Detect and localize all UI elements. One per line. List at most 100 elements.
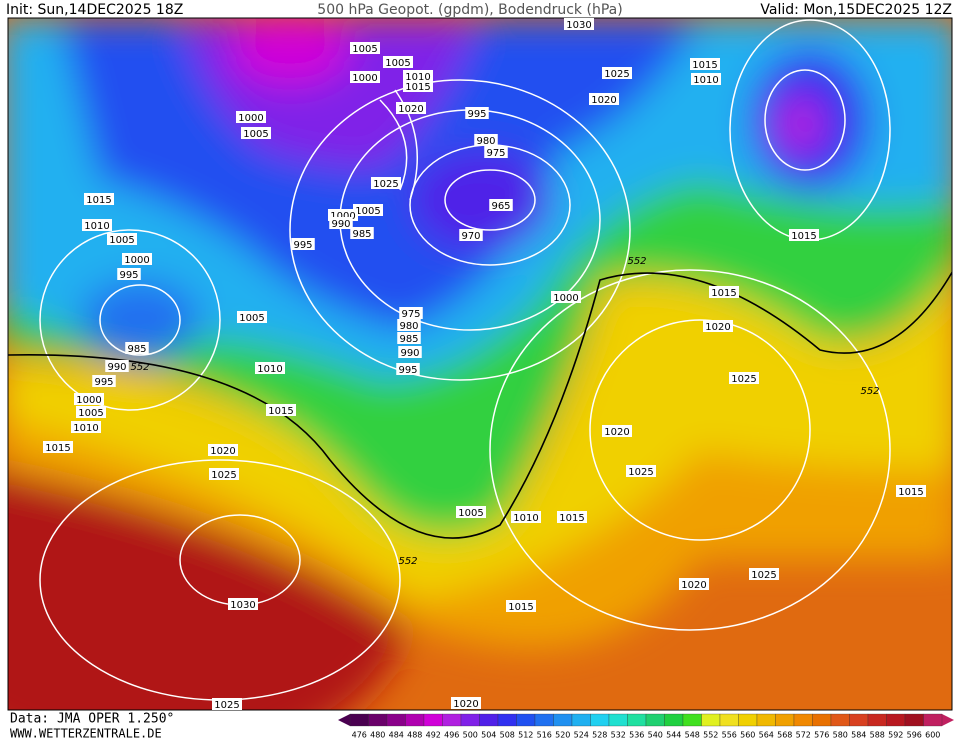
isobar-label: 1005 [239,313,264,324]
colorbar-swatch [775,713,795,727]
isobar-label-bg [209,468,239,480]
isobar-label: 995 [94,377,113,388]
isobar-label-bg [602,425,632,437]
isobar-label: 1025 [751,570,776,581]
isobar-label-bg [691,73,721,85]
isobar-label: 1005 [385,58,410,69]
colorbar-swatch [460,713,480,727]
colorbar-tick-label: 568 [777,731,792,740]
colorbar-tick-label: 572 [796,731,811,740]
isobar-label-bg [105,360,129,372]
isobar-label: 1025 [731,374,756,385]
isobar-label-bg [43,441,73,453]
data-source: Data: JMA OPER 1.250° [10,712,174,727]
isobar-label: 1015 [508,602,533,613]
isobar-label: 1015 [405,82,430,93]
colorbar-swatch [849,713,869,727]
colorbar-swatch [812,713,832,727]
colorbar-swatch [571,713,591,727]
isobar-label: 552 [398,556,417,567]
colorbar-tick-label: 540 [648,731,663,740]
colorbar-tick-label: 504 [481,731,496,740]
isobar-label-bg [92,375,116,387]
isobar-label: 1015 [268,406,293,417]
isobar-label-bg [266,404,296,416]
map-title: 500 hPa Geopot. (gpdm), Bodendruck (hPa) [317,2,622,18]
isobar-label: 1000 [553,293,578,304]
isobar-label: 990 [107,362,126,373]
isobar-label-bg [403,70,433,82]
isobar-label: 1015 [86,195,111,206]
colorbar-swatch [608,713,628,727]
isobar-label-bg [465,107,489,119]
isobar-label-bg [399,307,423,319]
colorbar-swatch [793,713,813,727]
colorbar-swatch [738,713,758,727]
isobar-label: 1005 [78,408,103,419]
isobar-label-bg [511,511,541,523]
colorbar-tick-label: 500 [463,731,478,740]
isobar-label: 995 [398,365,417,376]
isobar-label-bg [350,42,380,54]
isobar-label-bg [291,238,315,250]
colorbar-swatch [423,713,443,727]
colorbar-tick-label: 544 [666,731,681,740]
isobar-label: 975 [401,309,420,320]
isobar-label: 1000 [76,395,101,406]
isobar-label: 1000 [124,255,149,266]
isobar-label: 1025 [604,69,629,80]
isobar-label-bg [396,363,420,375]
isobar-label: 1005 [109,235,134,246]
colorbar-tick-label: 492 [426,731,441,740]
isobar-label: 1000 [238,113,263,124]
isobar-label: 1020 [591,95,616,106]
isobar-label-bg [208,444,238,456]
isobar-label: 1030 [566,20,591,31]
isobar-label-bg [228,598,258,610]
colorbar-swatch [534,713,554,727]
colorbar-tick-label: 484 [389,731,404,740]
colorbar-tick-label: 588 [870,731,885,740]
isobar-label-bg [602,67,632,79]
colorbar-tick-label: 596 [907,731,922,740]
isobar-label-bg [474,134,498,146]
isobar-label-bg [383,56,413,68]
isobar-label: 1025 [628,467,653,478]
colorbar-tick-label: 560 [740,731,755,740]
isobar-label: 1025 [214,700,239,711]
isobar-label-bg [626,465,656,477]
site: WWW.WETTERZENTRALE.DE [10,727,162,741]
colorbar-swatch [368,713,388,727]
isobar-label: 1010 [84,221,109,232]
isobar-label-bg [459,229,483,241]
isobar-label-bg [350,71,380,83]
isobar-label-bg [451,697,481,709]
isobar-label: 1010 [73,423,98,434]
colorbar-swatch [442,713,462,727]
isobar-label-bg [74,393,104,405]
isobar-label-bg [403,80,433,92]
isobar-label: 1030 [230,600,255,611]
colorbar-tick-label: 508 [500,731,515,740]
colorbar-tick-label: 584 [851,731,866,740]
isobar-label-bg [371,177,401,189]
isobar-label: 1005 [355,206,380,217]
colorbar-arrow-right [942,714,954,726]
isobar-label-bg [398,346,422,358]
colorbar-tick-label: 520 [555,731,570,740]
isobar-label: 965 [491,201,510,212]
colorbar-swatch [627,713,647,727]
isobar-label-bg [329,217,353,229]
colorbar-swatch [719,713,739,727]
isobar-label: 1015 [559,513,584,524]
isobar-label: 552 [860,386,879,397]
isobar-label: 1020 [604,427,629,438]
isobar-label-bg [506,600,536,612]
isobar-label: 1010 [693,75,718,86]
colorbar-tick-label: 532 [611,731,626,740]
isobar-label-bg [749,568,779,580]
isobar-label: 1005 [352,44,377,55]
isobar-label: 985 [352,229,371,240]
colorbar-swatch [479,713,499,727]
init-time: Init: Sun,14DEC2025 18Z [6,2,183,18]
